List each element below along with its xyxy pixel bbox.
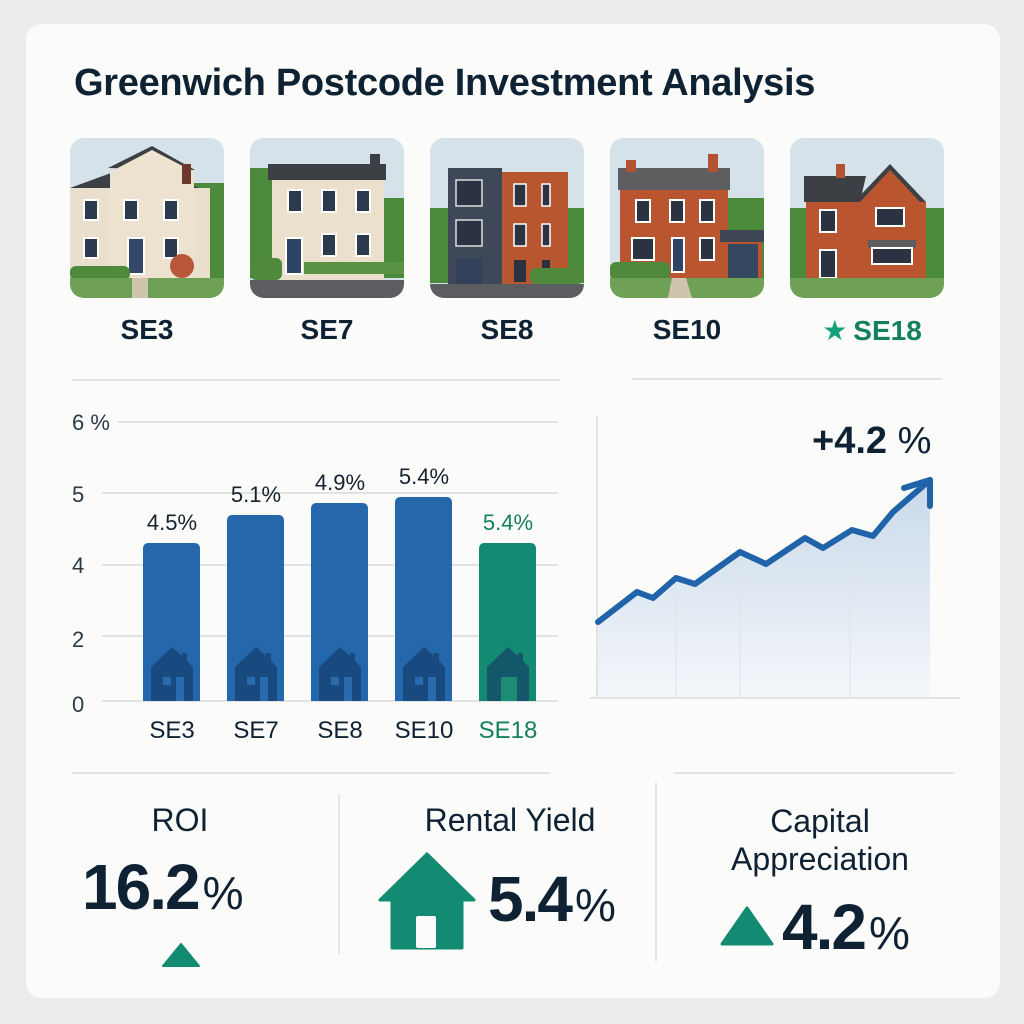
house-icon — [151, 647, 193, 701]
trend-line-chart — [590, 416, 960, 699]
house-illustration-icon — [610, 138, 764, 298]
postcode-label-se7: SE7 — [300, 314, 354, 345]
rental-yield-unit: % — [574, 879, 616, 931]
kpi-title: ROI — [151, 802, 209, 838]
trend-value: +4.2 — [812, 420, 888, 462]
arrow-up-icon — [901, 477, 933, 509]
kpi-divider — [655, 782, 657, 962]
property-image-se7[interactable] — [250, 138, 404, 298]
postcode-label-se18: ★ SE18 — [792, 314, 952, 347]
house-illustration-icon — [250, 138, 404, 298]
star-icon: ★ — [822, 315, 848, 346]
trend-unit: % — [897, 420, 932, 462]
section-divider — [72, 772, 550, 774]
bar-value-label: 4.9% — [314, 470, 366, 495]
kpi-value: 16.2% — [82, 850, 243, 924]
section-divider — [674, 772, 954, 774]
bar-se3[interactable] — [143, 543, 200, 701]
bar-se7[interactable] — [227, 515, 284, 701]
x-axis-label: SE3 — [149, 717, 195, 744]
property-image-se8[interactable] — [430, 138, 584, 298]
house-illustration-icon — [70, 138, 224, 298]
property-image-se10[interactable] — [610, 138, 764, 298]
kpi-value: 4.2% — [782, 890, 910, 964]
rental-yield-value: 5.4 — [488, 863, 573, 935]
section-divider — [72, 379, 560, 381]
capital-appreciation-value: 4.2 — [782, 891, 867, 963]
y-tick: 5 — [72, 482, 85, 507]
bar-value-label: 4.5% — [146, 510, 198, 535]
grid-line — [102, 492, 558, 494]
house-illustration-icon — [430, 138, 584, 298]
x-axis-label: SE8 — [317, 717, 363, 744]
x-axis-label: SE7 — [233, 717, 279, 744]
kpi-title: Capital Appreciation — [700, 802, 940, 878]
y-tick: 2 — [72, 627, 85, 652]
y-tick: 6 % — [72, 410, 110, 435]
up-triangle-icon — [720, 906, 774, 946]
property-image-se3[interactable] — [70, 138, 224, 298]
bar-se10[interactable] — [395, 497, 452, 701]
bar-se8[interactable] — [311, 503, 368, 701]
kpi-title-line: Appreciation — [731, 841, 909, 877]
bar-se18[interactable] — [479, 543, 536, 701]
property-image-se18[interactable] — [790, 138, 944, 298]
house-icon — [319, 647, 361, 701]
up-triangle-icon — [162, 943, 200, 967]
x-axis-label: SE18 — [478, 717, 538, 744]
page-title: Greenwich Postcode Investment Analysis — [74, 62, 816, 104]
roi-unit: % — [202, 867, 244, 919]
kpi-divider — [338, 794, 340, 954]
kpi-value: 5.4% — [488, 862, 616, 936]
section-divider — [632, 378, 942, 380]
postcode-label-se8: SE8 — [480, 314, 534, 345]
kpi-title: Rental Yield — [424, 802, 596, 838]
bar-value-label: 5.1% — [230, 482, 282, 507]
bar-value-label: 5.4% — [482, 510, 534, 535]
grid-line — [118, 421, 558, 423]
postcode-label-se3: SE3 — [120, 314, 174, 345]
y-tick: 0 — [72, 692, 85, 717]
house-icon — [403, 647, 445, 701]
house-icon — [378, 852, 476, 950]
postcode-label-se10: SE10 — [652, 314, 722, 345]
house-icon — [487, 647, 529, 701]
trend-annotation: +4.2 % — [812, 420, 931, 463]
y-tick: 4 — [72, 553, 85, 578]
house-illustration-icon — [790, 138, 944, 298]
capital-appreciation-unit: % — [868, 907, 910, 959]
roi-value: 16.2 — [82, 851, 201, 923]
bar-value-label: 5.4% — [398, 464, 450, 489]
postcode-label-se18-text: SE18 — [853, 315, 922, 346]
kpi-title-line: Capital — [770, 803, 870, 839]
grid-line — [102, 700, 558, 702]
house-icon — [235, 647, 277, 701]
x-axis-label: SE10 — [394, 717, 454, 744]
